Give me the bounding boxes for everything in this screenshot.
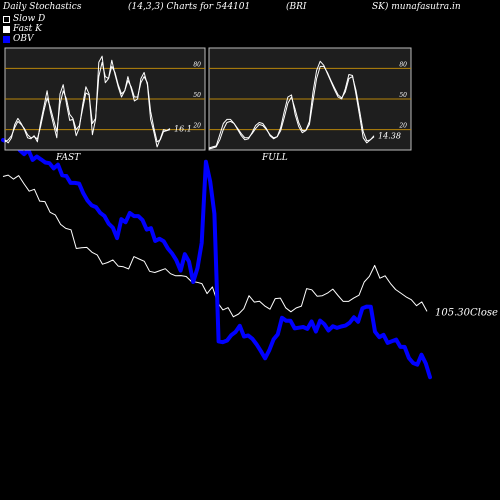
full-title: FULL [261, 153, 288, 163]
full-line-slow-d [208, 65, 375, 150]
fast-line-slow-d [4, 61, 171, 143]
legend-label-obv: OBV [13, 34, 34, 44]
legend-label-fast-k: Fast K [13, 24, 42, 34]
fast-tick-label: 20 [192, 123, 201, 130]
fast-title: FAST [55, 153, 81, 163]
fast-last-value: 16.1 [174, 125, 192, 134]
legend: Slow D Fast K OBV [3, 14, 45, 44]
chart-params: (14,3,3) Charts for 544101 [128, 2, 251, 12]
fast-tick-label: 50 [193, 92, 201, 99]
legend-swatch-obv [3, 35, 10, 43]
chart-symbol-b: SK) munafasutra.in [372, 2, 461, 12]
close-price-label: 105.30Close [435, 307, 498, 318]
legend-label-slow-d: Slow D [13, 14, 46, 24]
full-tick-label: 80 [399, 61, 407, 68]
full-tick-label: 20 [398, 123, 407, 130]
legend-swatch-fast-k [3, 25, 10, 33]
legend-item-slow-d: Slow D [3, 14, 45, 24]
chart-title: Daily Stochastics [3, 2, 82, 12]
legend-item-fast-k: Fast K [3, 24, 45, 34]
full-last-value: 14.38 [378, 132, 401, 141]
fast-tick-label: 80 [193, 61, 201, 68]
full-stochastic-panel: 80 50 20 14.38 FULL [208, 47, 412, 163]
price-obv-chart: 105.30Close [1, 138, 498, 380]
chart-symbol-a: (BRI [286, 2, 307, 12]
obv-line [1, 138, 432, 380]
legend-swatch-slow-d [3, 15, 10, 23]
close-price-line [2, 174, 428, 318]
full-tick-label: 50 [399, 92, 407, 99]
legend-item-obv: OBV [3, 34, 45, 44]
